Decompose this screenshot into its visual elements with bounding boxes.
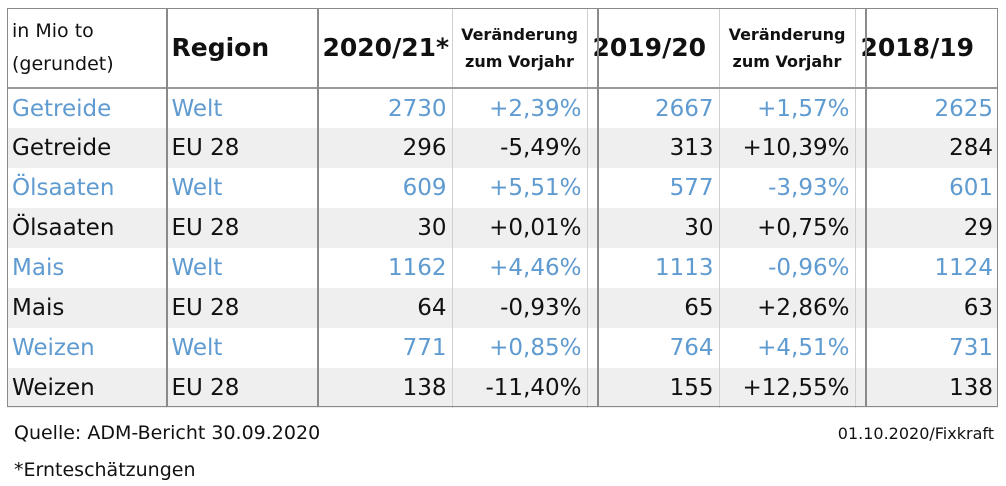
column-separator	[166, 9, 168, 406]
unit-header: in Mio to (gerundet)	[7, 8, 166, 89]
column-separator	[317, 9, 319, 406]
product-cell: Mais	[12, 295, 65, 321]
value-2020-21-cell: 138	[316, 368, 452, 408]
source-note: Quelle: ADM-Bericht 30.09.2020	[14, 422, 321, 444]
value-2019-20-cell: 764	[586, 328, 719, 368]
change-header-1: Veränderung zum Vorjahr	[451, 8, 587, 89]
table-row: Mais Welt 1162 +4,46% 1113 -0,96% 1124	[7, 248, 998, 288]
region-cell: Welt	[165, 88, 317, 128]
table-row: Weizen Welt 771 +0,85% 764 +4,51% 731	[7, 328, 998, 368]
change-2-cell: +2,86%	[718, 288, 855, 328]
value-2019-20-cell: 155	[586, 368, 719, 408]
value-2018-19-cell: 1124	[854, 248, 998, 288]
region-cell: Welt	[165, 248, 317, 288]
footnote: *Ernteschätzungen	[14, 459, 196, 481]
table-row: Weizen EU 28 138 -11,40% 155 +12,55% 138	[7, 368, 998, 408]
value-2018-19-cell: 138	[854, 368, 998, 408]
change-1-cell: +2,39%	[451, 88, 587, 128]
change-header-1-line-1: Veränderung	[461, 24, 578, 44]
region-cell: EU 28	[165, 208, 317, 248]
year-2020-21-header: 2020/21*	[316, 8, 452, 89]
product-cell: Getreide	[12, 135, 112, 161]
product-cell: Mais	[12, 255, 65, 281]
value-2020-21-cell: 30	[316, 208, 452, 248]
change-header-2: Veränderung zum Vorjahr	[718, 8, 855, 89]
change-2-cell: +12,55%	[718, 368, 855, 408]
change-2-cell: +4,51%	[718, 328, 855, 368]
change-header-1-line-2: zum Vorjahr	[465, 51, 574, 71]
column-separator	[865, 9, 867, 406]
value-2018-19-cell: 2625	[854, 88, 998, 128]
product-cell: Getreide	[12, 95, 112, 122]
value-2019-20-cell: 313	[586, 128, 719, 168]
region-cell: EU 28	[165, 368, 317, 408]
value-2019-20-cell: 577	[586, 168, 719, 208]
region-cell: Welt	[165, 168, 317, 208]
change-1-cell: +4,46%	[451, 248, 587, 288]
value-2019-20-cell: 65	[586, 288, 719, 328]
table-row: Ölsaaten Welt 609 +5,51% 577 -3,93% 601	[7, 168, 998, 208]
value-2019-20-cell: 30	[586, 208, 719, 248]
product-cell: Ölsaaten	[12, 215, 115, 241]
table-row: Ölsaaten EU 28 30 +0,01% 30 +0,75% 29	[7, 208, 998, 248]
unit-line-2: (gerundet)	[12, 52, 114, 75]
table-row: Mais EU 28 64 -0,93% 65 +2,86% 63	[7, 288, 998, 328]
table-row: Getreide Welt 2730 +2,39% 2667 +1,57% 26…	[7, 88, 998, 128]
product-cell: Weizen	[12, 335, 95, 361]
change-2-cell: +0,75%	[718, 208, 855, 248]
harvest-table: in Mio to (gerundet) Region 2020/21* Ver…	[7, 8, 998, 408]
region-header: Region	[165, 8, 317, 89]
value-2018-19-cell: 731	[854, 328, 998, 368]
change-2-cell: -3,93%	[718, 168, 855, 208]
value-2020-21-cell: 2730	[316, 88, 452, 128]
value-2018-19-cell: 63	[854, 288, 998, 328]
change-1-cell: +0,01%	[451, 208, 587, 248]
change-header-2-line-2: zum Vorjahr	[732, 51, 842, 71]
date-credit: 01.10.2020/Fixkraft	[837, 424, 994, 443]
region-cell: EU 28	[165, 128, 317, 168]
value-2020-21-cell: 771	[316, 328, 452, 368]
region-cell: Welt	[165, 328, 317, 368]
value-2018-19-cell: 29	[854, 208, 998, 248]
value-2020-21-cell: 64	[316, 288, 452, 328]
year-2019-20-header: 2019/20	[586, 8, 719, 89]
change-2-cell: +1,57%	[718, 88, 855, 128]
column-separator	[597, 9, 599, 406]
product-cell: Ölsaaten	[12, 175, 115, 201]
region-cell: EU 28	[165, 288, 317, 328]
change-2-cell: -0,96%	[718, 248, 855, 288]
value-2020-21-cell: 1162	[316, 248, 452, 288]
value-2020-21-cell: 296	[316, 128, 452, 168]
product-cell: Weizen	[12, 375, 95, 401]
change-1-cell: +0,85%	[451, 328, 587, 368]
change-1-cell: -5,49%	[451, 128, 587, 168]
change-2-cell: +10,39%	[718, 128, 855, 168]
change-1-cell: -11,40%	[451, 368, 587, 408]
unit-line-1: in Mio to	[12, 19, 94, 42]
header-row: in Mio to (gerundet) Region 2020/21* Ver…	[7, 8, 998, 89]
value-2018-19-cell: 601	[854, 168, 998, 208]
change-1-cell: +5,51%	[451, 168, 587, 208]
table-row: Getreide EU 28 296 -5,49% 313 +10,39% 28…	[7, 128, 998, 168]
value-2018-19-cell: 284	[854, 128, 998, 168]
year-2018-19-header: 2018/19	[854, 8, 998, 89]
change-1-cell: -0,93%	[451, 288, 587, 328]
value-2019-20-cell: 2667	[586, 88, 719, 128]
value-2020-21-cell: 609	[316, 168, 452, 208]
change-header-2-line-1: Veränderung	[728, 24, 846, 44]
value-2019-20-cell: 1113	[586, 248, 719, 288]
